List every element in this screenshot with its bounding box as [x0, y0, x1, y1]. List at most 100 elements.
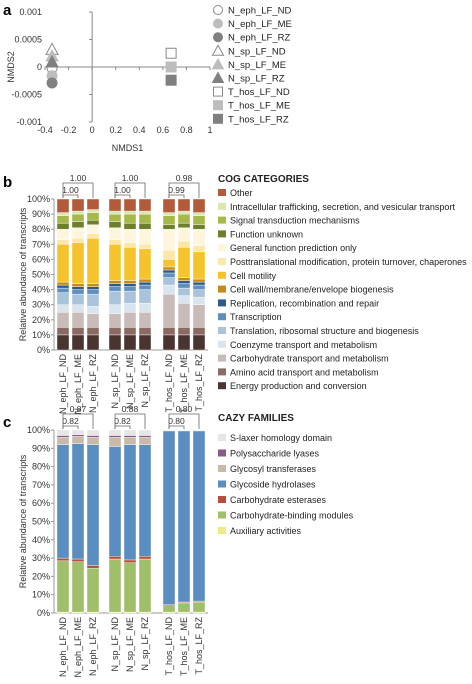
bar-segment [177, 287, 191, 296]
y-tick-label: 0 [37, 62, 42, 72]
y-tick-label: 100% [27, 425, 50, 435]
bar-segment [138, 278, 152, 283]
y-tick-label: 40% [32, 285, 50, 295]
bar-segment [86, 435, 100, 438]
bar-segment [108, 239, 122, 245]
legend-marker [211, 44, 225, 56]
bar-segment [162, 327, 176, 336]
bar-segment [123, 559, 137, 563]
bar-segment [86, 313, 100, 328]
x-tick-label: 0.2 [109, 125, 122, 135]
y-tick-label: 70% [32, 239, 50, 249]
bar-segment [56, 444, 70, 559]
legend-swatch [218, 327, 226, 334]
bar-segment [123, 444, 137, 561]
bar-segment [108, 221, 122, 228]
bar-segment [138, 228, 152, 245]
category-label: N_eph_LF_RZ [88, 354, 98, 414]
bar-segment [177, 277, 191, 281]
x-tick-label: -0.4 [37, 125, 53, 135]
legend-label: N_sp_LF_RZ [228, 74, 285, 85]
bar-segment [123, 228, 137, 243]
bar-segment [192, 251, 206, 280]
y-tick-label: 0% [37, 608, 50, 618]
y-tick-label: 0% [37, 345, 50, 355]
legend-label: Glycosyl transferases [230, 464, 317, 474]
similarity-bracket [168, 194, 185, 198]
legend-swatch [218, 511, 226, 519]
bar-segment [108, 290, 122, 305]
bar-segment [108, 437, 122, 447]
bar-segment [138, 437, 152, 445]
bar-segment [162, 266, 176, 271]
bar-segment [192, 212, 206, 216]
panel-label-b: b [3, 174, 12, 191]
cog-bar-panel: 0% 10% 20% 30% 40% 50% 60% 70% 80% 90% 100% Relativ… [18, 173, 467, 415]
bar-segment [86, 334, 100, 351]
similarity-bracket [114, 194, 131, 198]
bar-segment [108, 435, 122, 438]
x-tick-label: 0.8 [180, 125, 193, 135]
bar-segment [123, 286, 137, 292]
bar-segment [177, 295, 191, 304]
bar-segment [56, 557, 70, 562]
x-tick-label: 0 [90, 125, 95, 135]
bar-segment [162, 269, 176, 274]
similarity-bracket [168, 425, 185, 429]
bar-segment [108, 327, 122, 336]
similarity-label: 0.87 [70, 404, 87, 414]
y-tick-label: 80% [32, 224, 50, 234]
x-tick-label: -0.2 [61, 125, 77, 135]
bar-segment [71, 327, 85, 336]
y-tick-label: 10% [32, 590, 50, 600]
legend-swatch [218, 382, 226, 390]
legend-marker [213, 86, 223, 97]
bar-segment [162, 212, 176, 216]
category-label: N_eph_LF_ME [73, 617, 83, 678]
legend-swatch [218, 313, 226, 321]
bar-segment [108, 227, 122, 240]
category-label: T_hos_LF_RZ [194, 617, 204, 675]
bar-segment [123, 302, 137, 313]
y-axis-title: NMDS2 [6, 51, 16, 83]
y-tick-label: 20% [32, 315, 50, 325]
bar-segment [71, 429, 85, 435]
legend-title: COG CATEGORIES [218, 174, 309, 185]
legend-swatch [218, 202, 226, 210]
bar-segment [71, 210, 85, 215]
similarity-label: 1.00 [62, 185, 79, 195]
category-label: T_hos_LF_ME [179, 354, 189, 413]
bar-segment [108, 558, 122, 613]
bar-segment [162, 215, 176, 225]
legend-label: N_sp_LF_ND [228, 46, 286, 57]
bar-segment [192, 281, 206, 286]
y-tick-label: 50% [32, 270, 50, 280]
bar-segment [138, 558, 152, 613]
legend-label: Transcription [230, 312, 282, 322]
bar-segment [123, 562, 137, 613]
bar-segment [108, 210, 122, 215]
scatter-point [165, 74, 177, 86]
category-label: N_sp_LF_ME [125, 617, 135, 672]
bar-segment [86, 306, 100, 314]
bar-segment [56, 239, 70, 245]
legend-label: T_hos_LF_ME [228, 101, 290, 112]
bar-segment [86, 224, 100, 234]
bar-segment [86, 429, 100, 436]
bar-segment [86, 219, 100, 225]
bar-segment [138, 198, 152, 212]
bar-segment [108, 304, 122, 314]
panel-label-c: c [3, 414, 11, 431]
bar-segment [71, 312, 85, 328]
bar-segment [56, 312, 70, 328]
bar-segment [138, 302, 152, 313]
legend-label: Replication, recombination and repair [230, 298, 379, 308]
category-label: T_hos_LF_RZ [194, 354, 204, 412]
legend-swatch [218, 189, 226, 196]
bar-segment [71, 293, 85, 305]
bar-segment [86, 444, 100, 566]
bar-segment [123, 334, 137, 351]
bar-segment [71, 443, 85, 560]
legend-label: Energy production and conversion [230, 381, 367, 391]
cazy-bar-panel: 0% 10% 20% 30% 40% 50% 60% 70% 80% 90% 100% Relativ… [18, 404, 354, 678]
